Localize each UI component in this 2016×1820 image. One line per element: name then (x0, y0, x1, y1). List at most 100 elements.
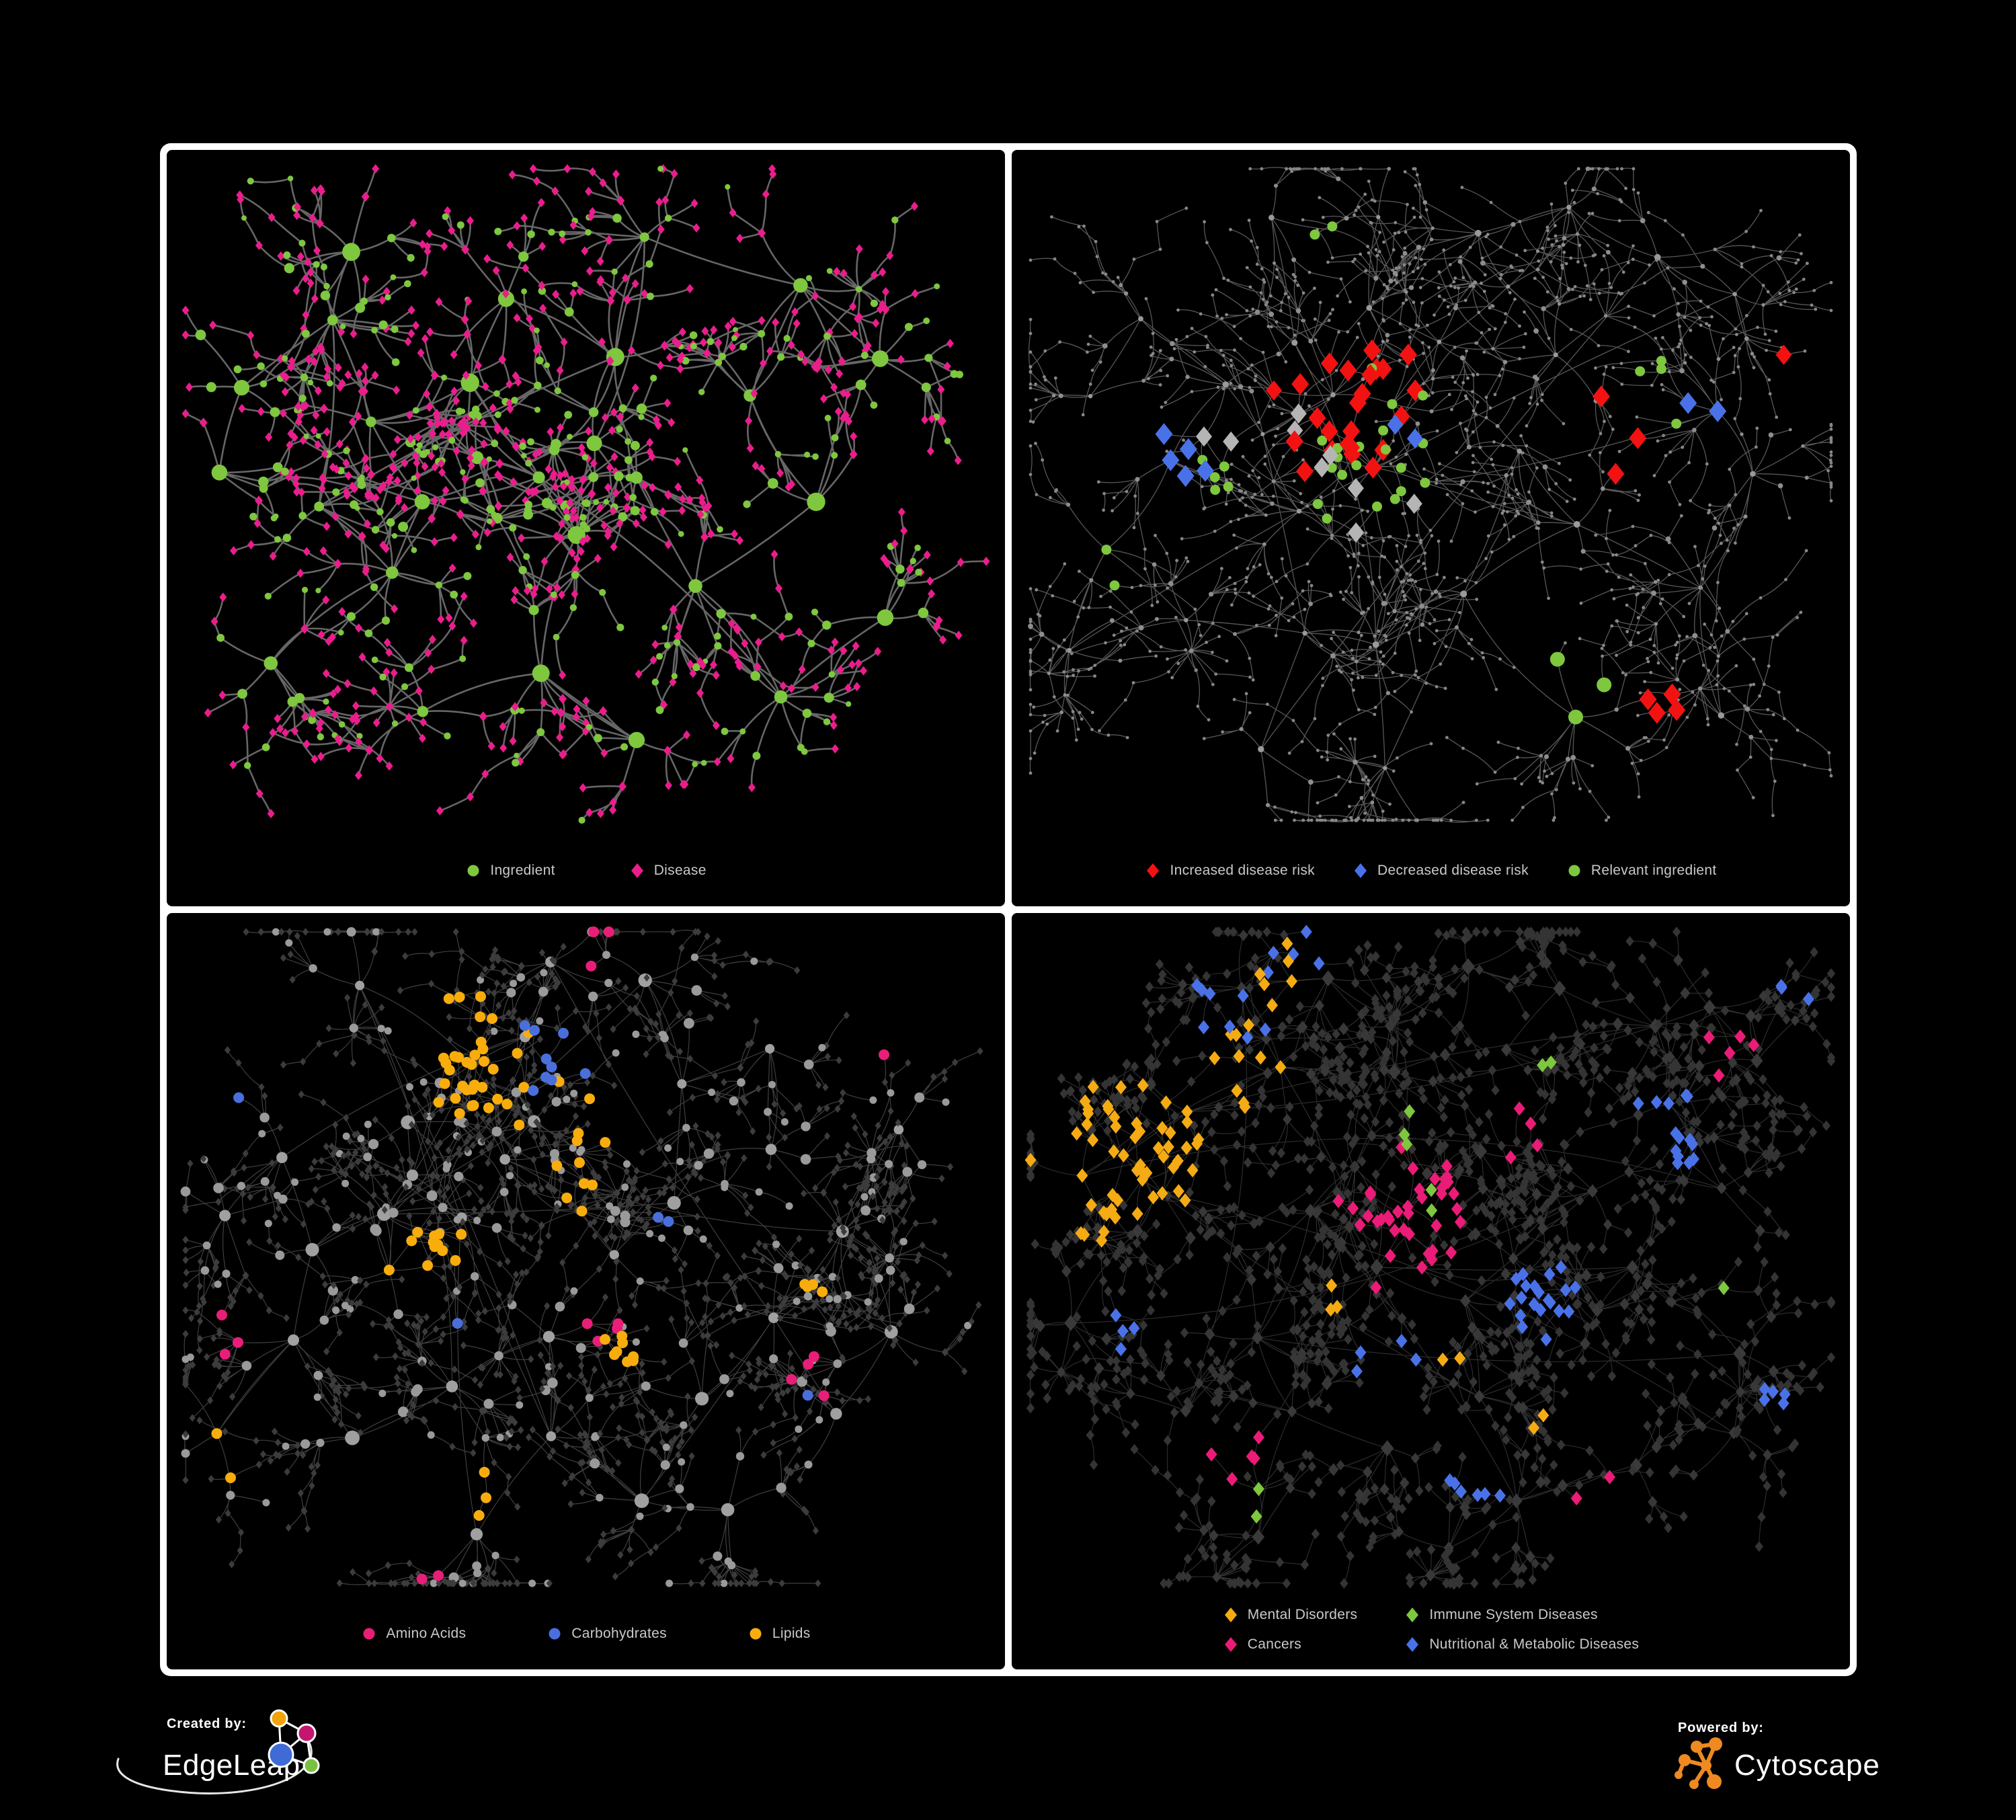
legend-item: Lipids (748, 1625, 811, 1643)
network-node-circle (1101, 271, 1104, 275)
network-node-circle (272, 928, 280, 936)
network-node-diamond (378, 1003, 385, 1012)
network-node-diamond (431, 496, 439, 506)
network-node-circle (638, 413, 645, 420)
network-node-diamond (787, 684, 795, 693)
network-node-circle (1601, 486, 1605, 491)
network-node-circle (1650, 362, 1654, 366)
network-node-diamond (694, 1195, 700, 1203)
network-node-diamond (366, 1579, 372, 1587)
network-node-diamond (709, 1133, 715, 1141)
network-node-circle (1518, 269, 1522, 273)
network-node-circle (1188, 648, 1194, 654)
network-node-diamond (1743, 1070, 1752, 1081)
network-node-diamond (345, 1149, 352, 1158)
network-node-diamond (793, 319, 801, 328)
network-node-diamond (551, 482, 559, 492)
network-node-diamond (670, 169, 678, 179)
network-node-diamond (670, 1183, 676, 1192)
network-node-diamond (370, 1191, 377, 1199)
network-node-circle (1400, 580, 1404, 584)
network-node-circle (1262, 280, 1266, 284)
network-node-diamond (1309, 1261, 1318, 1272)
network-node-circle (1766, 708, 1770, 711)
network-node-diamond (577, 547, 585, 556)
network-node-circle (1219, 348, 1223, 352)
network-node-diamond (1223, 926, 1232, 937)
network-node-diamond (471, 1205, 478, 1214)
network-node-diamond (1305, 1068, 1316, 1080)
network-node-circle (1284, 360, 1288, 364)
network-node-diamond (501, 1579, 508, 1587)
network-node-circle (683, 1225, 694, 1236)
network-node-diamond (596, 809, 604, 818)
network-node-circle (586, 723, 593, 731)
network-node-diamond (1802, 1111, 1812, 1121)
network-node-diamond (513, 1206, 520, 1215)
network-node-circle (656, 653, 663, 660)
network-node-circle (1029, 386, 1033, 390)
network-node-circle (1318, 818, 1322, 822)
network-node-circle (1313, 286, 1316, 290)
network-node-circle (752, 752, 761, 760)
network-node-diamond (1541, 956, 1552, 970)
network-node-circle (1051, 594, 1055, 598)
network-node-circle (675, 1484, 684, 1493)
highlight-node-diamond (1348, 391, 1367, 414)
network-node-circle (1606, 243, 1610, 247)
network-node-circle (765, 1043, 775, 1054)
network-node-diamond (1400, 1046, 1408, 1058)
network-node-diamond (663, 398, 672, 408)
network-node-circle (1408, 262, 1412, 266)
network-node-diamond (711, 957, 718, 965)
network-node-diamond (668, 1315, 675, 1324)
network-node-diamond (566, 1372, 573, 1380)
network-node-diamond (421, 1328, 428, 1336)
network-node-circle (1300, 500, 1303, 504)
network-node-circle (1648, 263, 1651, 267)
network-node-circle (623, 1160, 631, 1168)
network-node-diamond (819, 394, 828, 403)
network-node-circle (1170, 341, 1175, 346)
network-node-diamond (1468, 1130, 1478, 1140)
network-node-diamond (914, 1280, 921, 1289)
network-node-diamond (745, 1360, 752, 1368)
network-node-circle (1308, 779, 1314, 785)
network-node-diamond (518, 1269, 526, 1277)
network-node-diamond (573, 554, 581, 563)
network-node-diamond (1686, 1062, 1695, 1073)
network-node-circle (1287, 326, 1291, 329)
network-node-diamond (332, 464, 340, 474)
network-node-diamond (222, 1427, 229, 1436)
network-node-circle (1829, 453, 1833, 457)
network-node-circle (1373, 634, 1377, 638)
network-node-diamond (895, 1119, 901, 1127)
network-node-circle (1329, 594, 1333, 598)
network-node-circle (213, 1183, 224, 1193)
network-node-circle (1081, 413, 1085, 417)
network-node-diamond (796, 1234, 803, 1243)
highlight-node-circle (1656, 356, 1666, 366)
network-node-diamond (699, 660, 707, 670)
network-node-circle (1323, 167, 1327, 171)
network-node-diamond (539, 1150, 546, 1158)
network-node-diamond (607, 1151, 614, 1159)
network-node-diamond (1461, 926, 1470, 937)
network-node-circle (1786, 280, 1790, 284)
network-node-circle (1427, 346, 1431, 349)
network-node-diamond (485, 1203, 491, 1212)
network-node-diamond (1428, 961, 1437, 972)
network-node-diamond (1367, 1033, 1375, 1045)
network-node-circle (1376, 214, 1381, 219)
network-node-circle (1684, 353, 1687, 357)
network-node-circle (1338, 590, 1342, 594)
network-node-diamond (836, 369, 844, 379)
network-node-diamond (715, 1131, 721, 1140)
network-node-diamond (836, 1215, 842, 1224)
network-node-diamond (1363, 940, 1372, 951)
network-node-diamond (746, 443, 754, 453)
network-node-circle (1542, 464, 1548, 470)
network-node-diamond (333, 1050, 339, 1058)
network-node-diamond (335, 928, 341, 936)
network-node-circle (1221, 354, 1225, 357)
